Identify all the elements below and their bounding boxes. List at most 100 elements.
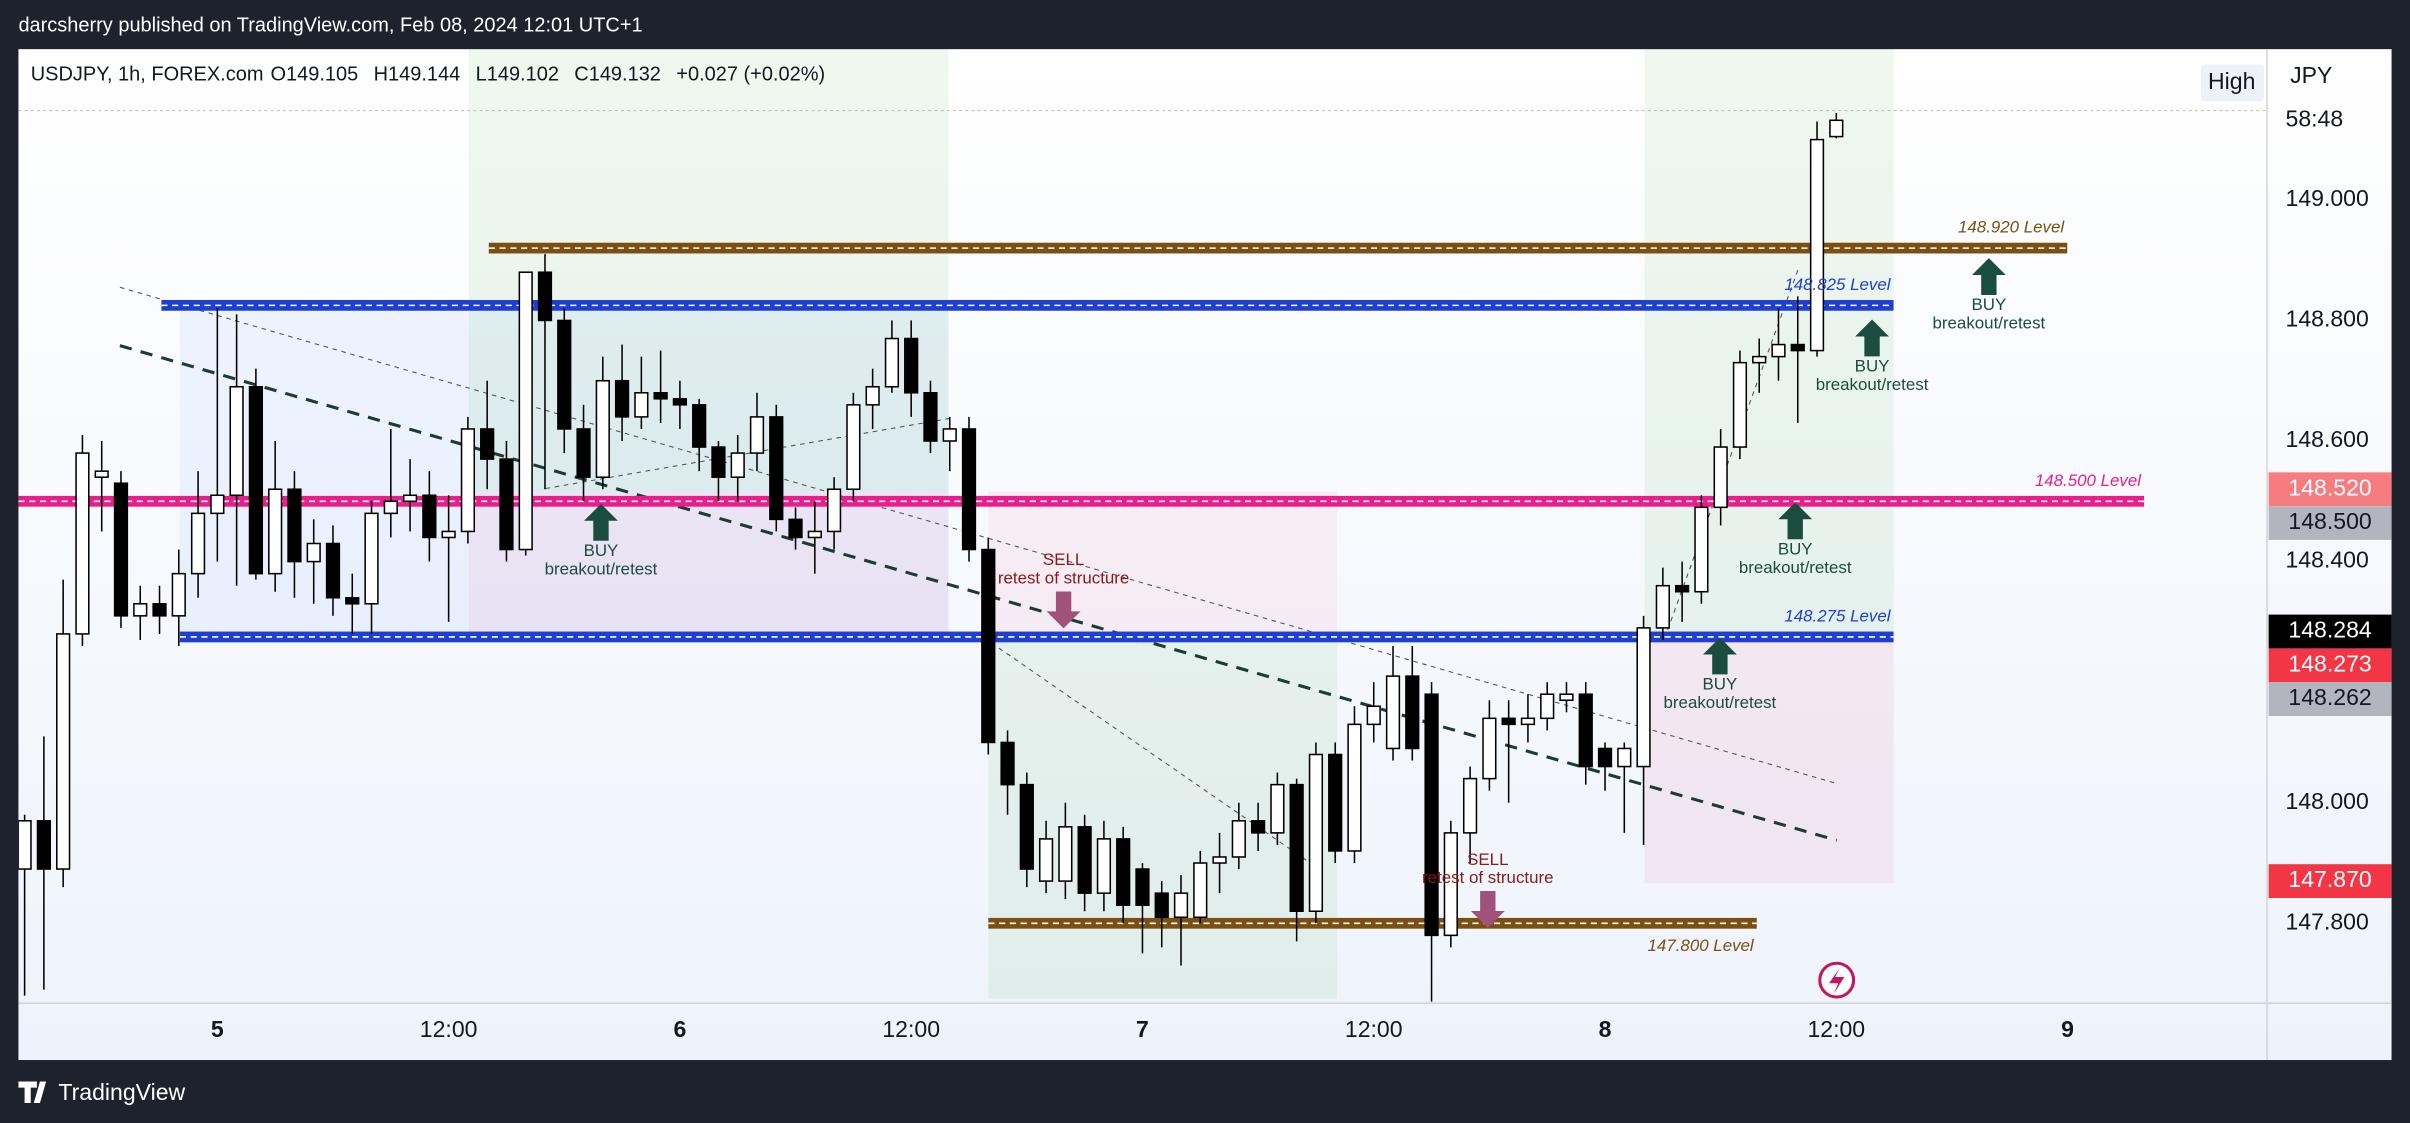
candle-body [1154, 892, 1169, 919]
candle-body [1347, 723, 1362, 852]
high-label[interactable]: High [2208, 68, 2255, 94]
level-label: 147.800 Level [1648, 936, 1755, 955]
candle-body [1000, 741, 1015, 786]
candle-body [769, 416, 784, 521]
candle-body [1674, 584, 1690, 593]
price-tag [2268, 614, 2392, 649]
sell-arrow [1046, 591, 1081, 629]
candle-body [1559, 693, 1574, 702]
candle-body [981, 548, 996, 744]
annotation-note: breakout/retest [1739, 558, 1852, 577]
candle-body [1308, 753, 1324, 913]
candle-body [441, 530, 456, 539]
buy-arrow [1778, 502, 1813, 540]
candle-body [171, 572, 186, 617]
annotation-note: retest of structure [1422, 868, 1553, 887]
candle-body [306, 542, 321, 563]
candle-body [268, 488, 283, 575]
high-button[interactable] [2200, 64, 2264, 102]
brand: TradingView [58, 1079, 185, 1105]
candle-body [672, 398, 688, 406]
candle-body [1328, 753, 1343, 852]
y-tick-label: 148.000 [2286, 788, 2369, 814]
sell-arrow [1470, 891, 1505, 928]
candle-body [711, 446, 726, 478]
x-tick-label: 12:00 [420, 1016, 478, 1042]
candle-body [480, 428, 495, 460]
candle-body [1173, 892, 1189, 919]
price-tag-label: 148.273 [2288, 650, 2371, 676]
candle-body [634, 392, 649, 418]
price-tag [2268, 682, 2392, 717]
trend-line [119, 344, 1838, 842]
annotation-label: SELL [1467, 850, 1508, 869]
candle-body [537, 271, 553, 322]
ohlc-value: L149.102 [476, 64, 559, 86]
candle-body [248, 385, 264, 575]
candle-body [152, 603, 167, 617]
buy-arrow [584, 503, 618, 541]
x-tick-label: 12:00 [1807, 1016, 1865, 1042]
candle-body [942, 428, 957, 442]
annotation-note: breakout/retest [1664, 693, 1777, 712]
candle-body [557, 319, 572, 430]
candle-body [1250, 820, 1266, 834]
candle-body [364, 512, 379, 605]
annotation-note: retest of structure [998, 569, 1129, 588]
candle-body [325, 542, 341, 599]
level-label: 148.825 Level [1784, 275, 1891, 294]
y-tick-label: 147.800 [2286, 908, 2369, 934]
ohlc-value: C149.132 [574, 64, 661, 86]
candle-body [1655, 584, 1670, 629]
annotation-label: BUY [1971, 295, 2006, 314]
candle-body [210, 494, 225, 515]
zone [1644, 49, 1894, 638]
candle-body [1597, 747, 1613, 768]
candle-body [1212, 856, 1227, 864]
candle-body [826, 488, 842, 533]
candle-body [345, 596, 360, 605]
candle-body [460, 428, 476, 533]
candle-body [499, 458, 514, 551]
zone [468, 49, 949, 492]
candle-body [1520, 717, 1536, 726]
level-label: 148.500 Level [2035, 471, 2142, 490]
candle-body [1058, 826, 1073, 882]
candle-body [807, 530, 822, 539]
level-label: 148.275 Level [1784, 606, 1891, 625]
ohlc-value: H149.144 [374, 64, 461, 86]
candle-body [1752, 355, 1767, 364]
zone [1644, 637, 1894, 884]
x-tick-label: 6 [673, 1016, 686, 1042]
x-tick-label: 12:00 [1345, 1016, 1403, 1042]
price-tag-label: 148.500 [2288, 508, 2371, 534]
candle-body [1366, 705, 1381, 726]
candle-body [1732, 361, 1748, 448]
y-tick-label: 148.600 [2286, 426, 2369, 452]
candle-body [383, 500, 398, 515]
candle-body [1771, 343, 1786, 358]
candle-body [595, 379, 610, 478]
candle-body [133, 603, 148, 617]
candle-body [730, 452, 745, 478]
price-tag-label: 148.284 [2288, 617, 2371, 643]
candle-body [614, 379, 630, 418]
symbol: USDJPY, 1h, FOREX.com [31, 64, 264, 86]
candle-body [402, 494, 418, 503]
zone [988, 637, 1338, 999]
candle-body [190, 512, 206, 575]
candle-body [1694, 506, 1709, 593]
x-tick-label: 5 [211, 1016, 224, 1042]
buy-arrow [1855, 319, 1889, 357]
currency[interactable]: JPY [2290, 62, 2332, 88]
candle-body [1019, 783, 1034, 870]
candle-body [1636, 627, 1651, 768]
annotation-label: BUY [1778, 539, 1813, 558]
candle-body [1038, 838, 1054, 882]
y-tick-label: 148.800 [2286, 306, 2369, 332]
candle-body [422, 494, 437, 539]
x-tick-label: 8 [1599, 1016, 1612, 1042]
zone [988, 491, 1338, 638]
candle-body [1424, 693, 1439, 937]
